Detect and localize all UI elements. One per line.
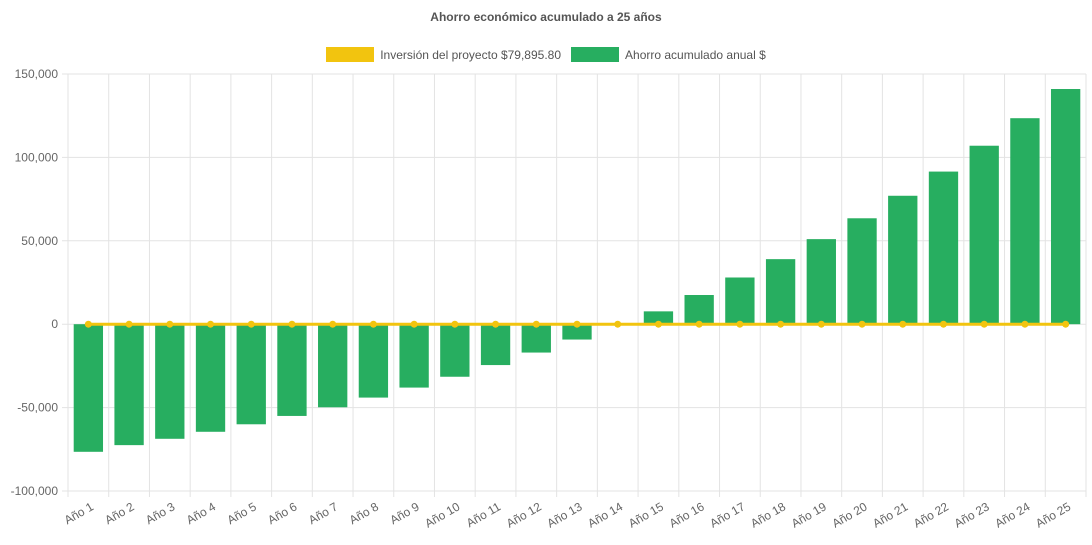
x-tick-label: Año 24 [992,499,1032,530]
x-tick-label: Año 18 [748,499,788,530]
x-tick-label: Año 17 [707,499,747,530]
bar-savings [195,324,226,432]
x-tick-label: Año 10 [422,499,462,530]
bar-savings [888,195,918,325]
y-tick-label: -50,000 [17,401,58,415]
x-tick-label: Año 16 [667,499,707,530]
x-tick-label: Año 25 [1033,499,1073,530]
point-investment [247,320,255,328]
point-investment [573,320,581,328]
chart-title: Ahorro económico acumulado a 25 años [430,10,662,24]
point-investment [654,320,662,328]
point-investment [1062,320,1070,328]
bar-savings [277,324,307,416]
point-investment [451,320,459,328]
x-tick-label: Año 8 [347,499,381,527]
bar-savings [806,239,836,325]
point-investment [410,320,418,328]
bar-savings [399,324,429,388]
bar-savings [236,324,266,425]
bar-savings [440,324,470,377]
point-investment [614,320,622,328]
bar-savings [847,218,877,325]
x-tick-label: Año 2 [102,499,136,527]
point-investment [166,320,174,328]
bar-savings [562,324,592,340]
x-tick-label: Año 1 [62,499,96,527]
point-investment [329,320,337,328]
y-tick-label: 0 [51,317,58,331]
bar-savings [114,324,144,446]
x-tick-label: Año 6 [265,499,299,527]
x-tick-label: Año 13 [545,499,585,530]
bar-savings [73,324,104,452]
x-tick-label: Año 9 [387,499,421,527]
bar-savings [765,259,796,325]
x-tick-label: Año 11 [464,499,503,530]
point-investment [899,320,907,328]
legend-label-savings: Ahorro acumulado anual $ [625,47,766,62]
point-investment [207,320,215,328]
point-investment [939,320,947,328]
x-tick-label: Año 7 [306,499,340,527]
x-tick-label: Año 12 [504,499,544,530]
y-tick-label: 150,000 [15,67,59,81]
point-investment [84,320,92,328]
y-tick-label: 50,000 [21,234,58,248]
bar-savings [155,324,185,439]
point-investment [858,320,866,328]
x-tick-label: Año 19 [789,499,829,530]
bar-savings [725,277,755,325]
point-investment [1021,320,1029,328]
y-tick-label: -100,000 [11,484,59,498]
chart-legend: Inversión del proyecto $79,895.80 Ahorro… [0,47,1092,62]
x-tick-label: Año 20 [830,499,870,530]
point-investment [492,320,500,328]
point-investment [695,320,703,328]
point-investment [369,320,377,328]
bar-savings [358,324,389,398]
legend-item-savings[interactable]: Ahorro acumulado anual $ [571,47,766,62]
bar-savings [1050,89,1081,325]
bar-savings [928,171,959,325]
x-tick-label: Año 22 [911,499,951,530]
point-investment [736,320,744,328]
point-investment [777,320,785,328]
point-investment [980,320,988,328]
legend-swatch-savings [571,47,620,62]
bar-savings [318,324,348,408]
point-investment [532,320,540,328]
point-investment [288,320,296,328]
y-tick-label: 100,000 [15,150,59,164]
x-tick-label: Año 5 [225,499,259,527]
x-tick-label: Año 4 [184,499,218,527]
bar-savings [969,145,999,325]
legend-label-investment: Inversión del proyecto $79,895.80 [380,47,562,62]
x-tick-label: Año 21 [870,499,910,530]
legend-item-investment[interactable]: Inversión del proyecto $79,895.80 [326,47,561,62]
bar-savings [684,295,714,325]
x-tick-label: Año 14 [585,499,625,530]
legend-swatch-investment [326,47,375,62]
bar-savings [480,324,511,366]
x-tick-label: Año 15 [626,499,666,530]
x-tick-label: Año 3 [143,499,177,527]
point-investment [125,320,133,328]
x-tick-label: Año 23 [952,499,992,530]
bar-savings [521,324,551,353]
bar-savings [1010,118,1040,325]
bar-savings [643,311,674,325]
point-investment [817,320,825,328]
